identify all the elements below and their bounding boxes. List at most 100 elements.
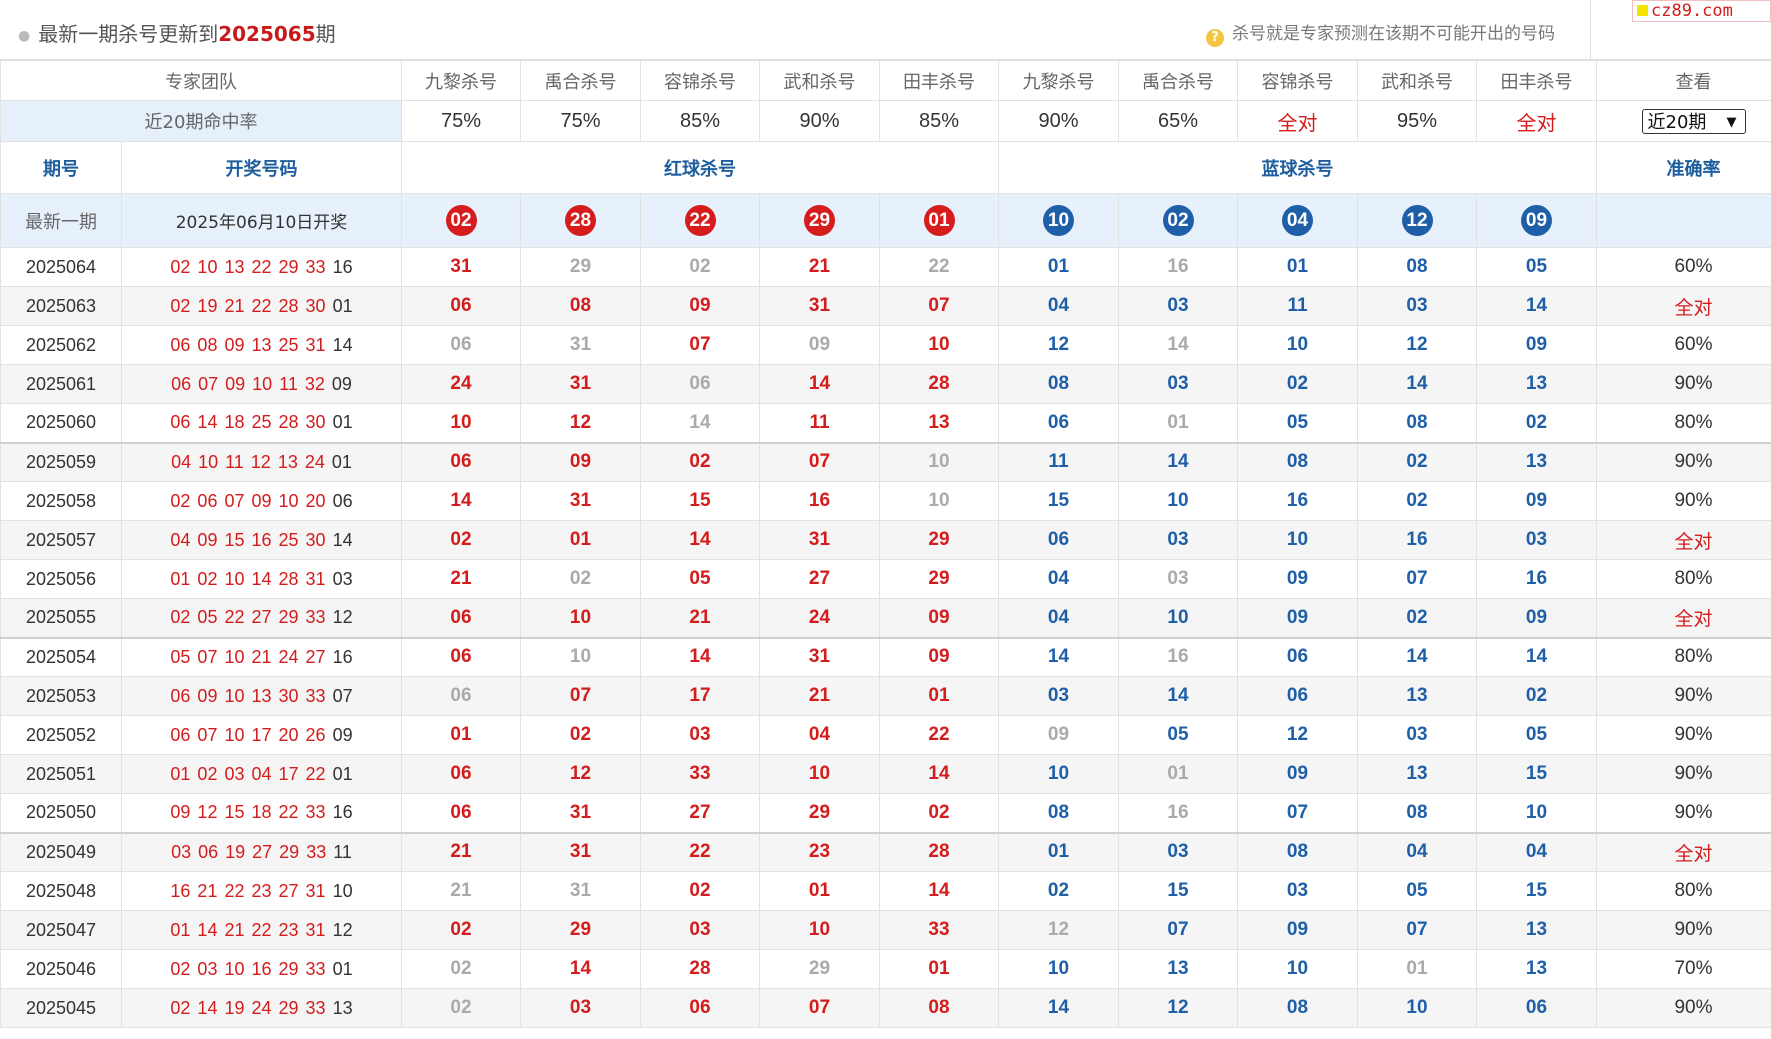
hit-rate-cell: 65% <box>1118 100 1238 142</box>
red-kill-cell: 10 <box>879 441 999 482</box>
draw-red-numbers: 09 12 15 18 22 33 <box>170 802 326 823</box>
blue-kill-cell: 16 <box>1357 520 1477 560</box>
draw-red-numbers: 06 08 09 13 25 31 <box>170 334 326 355</box>
red-kill-cell: 31 <box>401 247 521 287</box>
accuracy-cell: 90% <box>1596 364 1771 404</box>
red-kill-cell: 04 <box>759 715 880 755</box>
blue-kill-cell: 15 <box>998 481 1119 521</box>
draw-blue-number: 06 <box>332 490 353 511</box>
issue-cell: 2025056 <box>0 559 122 599</box>
accuracy-cell: 90% <box>1596 754 1771 794</box>
blue-kill-cell: 10 <box>1357 988 1477 1028</box>
blue-kill-cell: 03 <box>1237 871 1358 911</box>
latest-date: 2025年06月10日开奖 <box>121 193 402 248</box>
accuracy-cell: 80% <box>1596 871 1771 911</box>
hit-rate-cell: 全对 <box>1237 100 1358 142</box>
latest-red-kill-cell: 22 <box>640 193 760 248</box>
red-kill-cell: 07 <box>759 988 880 1028</box>
blue-kill-cell: 11 <box>998 441 1119 482</box>
draw-blue-number: 09 <box>332 724 353 745</box>
col-draw: 开奖号码 <box>121 141 402 194</box>
question-icon[interactable]: ? <box>1206 29 1224 47</box>
red-kill-cell: 02 <box>401 949 521 989</box>
kill-note: ? 杀号就是专家预测在该期不可能开出的号码 <box>1206 19 1555 47</box>
blue-kill-cell: 01 <box>998 831 1119 872</box>
draw-numbers-cell: 02 10 13 22 29 33 16 <box>121 247 402 287</box>
brand-watermark: cz89.com <box>1632 0 1771 22</box>
draw-red-numbers: 02 05 22 27 29 33 <box>170 607 326 628</box>
blue-kill-cell: 09 <box>1237 754 1358 794</box>
draw-red-numbers: 02 10 13 22 29 33 <box>170 256 326 277</box>
issue-cell: 2025058 <box>0 481 122 521</box>
blue-kill-cell: 13 <box>1476 364 1597 404</box>
draw-blue-number: 01 <box>332 295 353 316</box>
blue-kill-cell: 03 <box>1476 520 1597 560</box>
blue-kill-cell: 04 <box>998 286 1119 326</box>
latest-blue-kill-cell: 10 <box>998 193 1119 248</box>
draw-red-numbers: 02 14 19 24 29 33 <box>170 997 326 1018</box>
blue-kill-cell: 05 <box>1237 403 1358 443</box>
blue-kill-cell: 14 <box>998 988 1119 1028</box>
red-kill-cell: 13 <box>879 403 999 443</box>
accuracy-cell: 全对 <box>1596 831 1771 872</box>
hit-rate-cell: 75% <box>401 100 521 142</box>
red-kill-cell: 31 <box>759 636 880 677</box>
draw-blue-number: 01 <box>331 451 352 472</box>
table-row: 2025045 02 14 19 24 29 33 13 02 03 06 07 08 14 1… <box>0 988 1771 1028</box>
blue-kill-cell: 02 <box>998 871 1119 911</box>
red-kill-cell: 28 <box>879 364 999 404</box>
red-kill-cell: 03 <box>640 715 760 755</box>
red-kill-cell: 06 <box>401 286 521 326</box>
table-row: 2025062 06 08 09 13 25 31 14 06 31 07 09 10 12 1… <box>0 325 1771 365</box>
blue-kill-cell: 10 <box>1118 598 1238 638</box>
accuracy-cell: 90% <box>1596 793 1771 833</box>
hit-rate-cell: 85% <box>879 100 999 142</box>
blue-kill-cell: 02 <box>1357 598 1477 638</box>
red-kill-cell: 10 <box>401 403 521 443</box>
col-red-kill: 红球杀号 <box>401 141 999 194</box>
hit-rate-cell: 85% <box>640 100 760 142</box>
issue-cell: 2025057 <box>0 520 122 560</box>
table-row: 2025058 02 06 07 09 10 20 06 14 31 15 16 10 15 1… <box>0 481 1771 521</box>
table-row: 2025064 02 10 13 22 29 33 16 31 29 02 21 22 01 1… <box>0 247 1771 287</box>
red-kill-cell: 21 <box>401 871 521 911</box>
draw-blue-number: 16 <box>332 802 353 823</box>
blue-kill-cell: 03 <box>1357 715 1477 755</box>
issue-cell: 2025059 <box>0 441 122 482</box>
blue-kill-cell: 14 <box>1476 286 1597 326</box>
period-select[interactable]: 近20期 ▼ <box>1641 108 1746 134</box>
table-row: 2025053 06 09 10 13 30 33 07 06 07 17 21 01 03 1… <box>0 676 1771 716</box>
red-kill-cell: 21 <box>759 676 880 716</box>
issue-cell: 2025063 <box>0 286 122 326</box>
blue-kill-cell: 10 <box>1476 793 1597 833</box>
red-kill-cell: 27 <box>759 559 880 599</box>
hit-rate-cell: 75% <box>520 100 641 142</box>
draw-red-numbers: 02 03 10 16 29 33 <box>170 958 326 979</box>
brand-square-icon <box>1637 5 1648 16</box>
latest-blue-kill-cell: 02 <box>1118 193 1238 248</box>
red-kill-cell: 10 <box>520 598 641 638</box>
issue-cell: 2025062 <box>0 325 122 365</box>
blue-kill-cell: 13 <box>1476 441 1597 482</box>
red-kill-cell: 14 <box>401 481 521 521</box>
red-kill-cell: 02 <box>640 247 760 287</box>
blue-kill-cell: 14 <box>1118 325 1238 365</box>
red-kill-cell: 21 <box>401 559 521 599</box>
draw-numbers-cell: 02 06 07 09 10 20 06 <box>121 481 402 521</box>
draw-numbers-cell: 06 07 10 17 20 26 09 <box>121 715 402 755</box>
blue-kill-cell: 07 <box>1237 793 1358 833</box>
red-kill-cell: 06 <box>401 441 521 482</box>
red-kill-cell: 21 <box>759 247 880 287</box>
blue-ball: 04 <box>1282 205 1313 236</box>
experts-row: 专家团队 九黎杀号 禹合杀号 容锦杀号 武和杀号 田丰杀号 九黎杀号 禹合杀号 … <box>0 60 1771 101</box>
blue-kill-cell: 06 <box>1476 988 1597 1028</box>
draw-blue-number: 16 <box>332 646 353 667</box>
draw-red-numbers: 06 07 10 17 20 26 <box>170 724 326 745</box>
blue-kill-cell: 08 <box>1357 793 1477 833</box>
issue-cell: 2025054 <box>0 636 122 677</box>
table-row: 2025052 06 07 10 17 20 26 09 01 02 03 04 22 09 0… <box>0 715 1771 755</box>
blue-kill-cell: 16 <box>1237 481 1358 521</box>
hit-rate-cell: 90% <box>998 100 1119 142</box>
red-kill-cell: 14 <box>759 364 880 404</box>
red-kill-cell: 02 <box>401 520 521 560</box>
